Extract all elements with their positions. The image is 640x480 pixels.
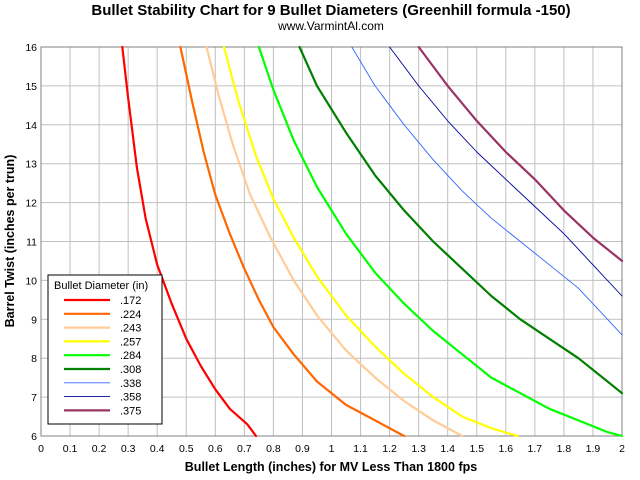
y-tick-label: 8 [31,353,37,365]
legend: Bullet Diameter (in) .172 .224 .243.257 .28… [47,274,163,425]
legend-label: .308 [120,364,141,376]
legend-label: .224 [120,309,141,321]
y-tick-label: 10 [25,275,37,287]
x-tick-label: 0.7 [237,443,252,455]
series-lines [121,45,624,438]
x-tick-label: 1.5 [469,443,484,455]
x-tick-label: 1.6 [498,443,513,455]
y-axis-ticks: 6 7 8 9 10 11 12 13 14 15 16 [25,42,37,443]
legend-title: Bullet Diameter (in) [54,280,148,292]
series-line-308 [298,45,624,395]
x-tick-label: 0.1 [63,443,78,455]
x-tick-label: 2 [619,443,625,455]
x-tick-label: 1.9 [586,443,601,455]
x-tick-label: 1.4 [440,443,455,455]
x-tick-label: 0.3 [121,443,136,455]
x-axis-title: Bullet Length (inches) for MV Less Than … [185,460,477,474]
x-tick-label: 1.8 [557,443,572,455]
legend-label: .243 [120,323,141,335]
plot-area-border [40,46,623,437]
x-tick-label: 0 [38,443,44,455]
x-tick-label: 1 [329,443,335,455]
legend-label: .172 [120,295,141,307]
series-line-375 [417,45,624,262]
x-tick-label: 1.3 [411,443,426,455]
series-line-257 [222,45,519,438]
series-line-224 [179,45,406,438]
y-tick-label: 16 [25,42,37,54]
y-tick-label: 11 [26,237,37,249]
x-tick-label: 0.6 [208,443,223,455]
legend-items: .172 .224 .243.257 .284 .308 .338 .358.375 [64,295,141,417]
legend-label: .284 [120,350,141,362]
x-tick-label: 0.9 [295,443,310,455]
series-line-338 [351,46,623,336]
x-axis-ticks: 0 0.1 0.2 0.3 0.4 0.5 0.6 0.7 0.8 0.9 1 1.1 1.2 1.3 1.… [38,443,625,455]
x-tick-label: 0.8 [266,443,281,455]
x-tick-label: 1.2 [382,443,397,455]
x-tick-label: 1.7 [528,443,543,455]
x-tick-label: 1.1 [353,443,368,455]
series-line-284 [257,45,624,438]
y-tick-label: 6 [31,431,37,443]
y-axis-title: Barrel Twist (inches per trun) [3,155,17,328]
legend-label: .375 [120,405,141,417]
y-tick-label: 9 [31,314,37,326]
x-tick-label: 0.4 [150,443,165,455]
x-tick-label: 0.2 [92,443,107,455]
series-line-172 [121,45,258,438]
gridlines [40,46,623,437]
legend-box [47,274,163,425]
y-tick-label: 12 [25,198,37,210]
legend-label: .338 [120,378,141,390]
y-tick-label: 13 [25,159,37,171]
chart-title: Bullet Stability Chart for 9 Bullet Diam… [91,2,570,19]
chart-subtitle: www.VarmintAl.com [277,19,384,33]
y-tick-label: 15 [25,81,37,93]
x-tick-label: 0.5 [179,443,194,455]
y-tick-label: 7 [31,392,37,404]
series-line-358 [389,46,623,297]
legend-label: .257 [120,336,141,348]
series-line-243 [205,45,464,438]
legend-label: .358 [120,392,141,404]
y-tick-label: 14 [25,120,37,132]
